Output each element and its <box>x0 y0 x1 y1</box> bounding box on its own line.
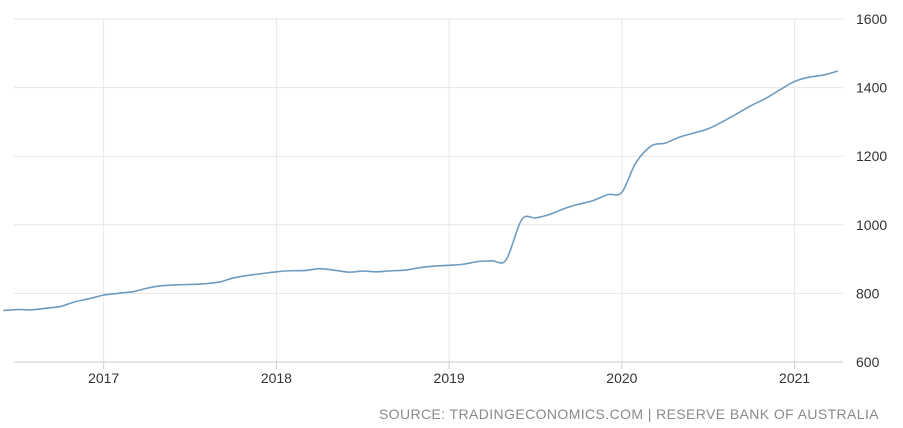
x-axis-ticks: 2017 2018 2019 2020 2021 <box>88 362 810 386</box>
x-tick-label: 2018 <box>261 370 292 386</box>
y-axis-ticks: 600 800 1000 1200 1400 1600 <box>856 11 887 370</box>
grid-lines <box>14 18 843 363</box>
series-line <box>3 70 839 312</box>
x-tick-label: 2021 <box>779 370 810 386</box>
series-layer <box>3 70 839 312</box>
y-tick-label: 800 <box>856 285 880 301</box>
y-tick-label: 1400 <box>856 80 887 96</box>
x-tick-label: 2019 <box>434 370 465 386</box>
y-tick-label: 1600 <box>856 11 887 27</box>
x-tick-label: 2020 <box>606 370 637 386</box>
y-tick-label: 1200 <box>856 148 887 164</box>
y-tick-label: 600 <box>856 354 880 370</box>
y-tick-label: 1000 <box>856 217 887 233</box>
source-attribution: SOURCE: TRADINGECONOMICS.COM | RESERVE B… <box>378 406 879 422</box>
x-tick-label: 2017 <box>88 370 119 386</box>
